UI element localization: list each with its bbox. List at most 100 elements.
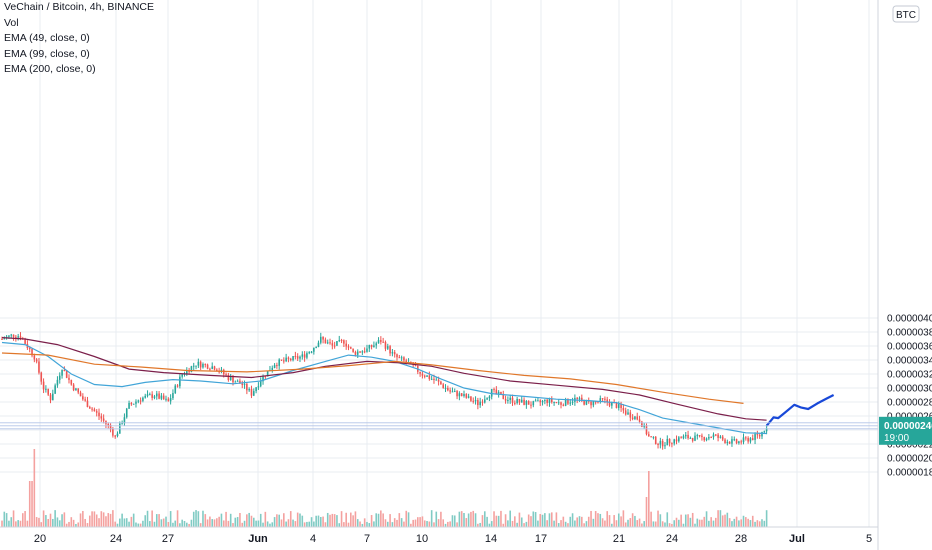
volume-bar	[627, 519, 629, 527]
candle-body	[627, 412, 629, 415]
candle-body	[232, 376, 234, 383]
candle-body	[442, 384, 445, 388]
candle-body	[514, 402, 516, 404]
x-tick-label: Jun	[248, 533, 268, 545]
volume-bar	[227, 520, 230, 527]
candle-body	[86, 400, 89, 407]
volume-bar	[608, 515, 611, 527]
volume-bar	[202, 510, 204, 527]
volume-bar	[571, 513, 574, 527]
symbol-title[interactable]: VeChain / Bitcoin, 4h, BINANCE	[4, 1, 154, 13]
volume-bar	[315, 515, 317, 527]
candle-body	[384, 341, 387, 349]
time-axis[interactable]: 20 24 27 Jun 4 7 10 14 17 21 24 28 Jul 5	[34, 533, 872, 545]
volume-bar	[123, 518, 126, 527]
candle-body	[313, 347, 315, 352]
candle-body	[98, 412, 100, 417]
candle-body	[654, 436, 657, 444]
volume-bar	[375, 513, 378, 527]
candle-body	[751, 438, 754, 440]
volume-bar	[474, 513, 477, 527]
volume-bar	[650, 511, 652, 527]
volume-bar	[728, 518, 731, 527]
currency-badge[interactable]: BTC	[892, 5, 920, 23]
candle-body	[338, 340, 341, 342]
candle-body	[158, 393, 160, 399]
volume-bar	[280, 519, 283, 527]
volume-bar	[544, 513, 546, 527]
last-price-lines	[0, 422, 878, 430]
candle-body	[146, 394, 149, 396]
volume-bar	[176, 510, 179, 527]
candle-body	[684, 434, 687, 437]
volume-bar	[643, 521, 645, 527]
volume-bar	[502, 523, 505, 527]
volume-bar	[158, 514, 160, 527]
candle-body	[259, 381, 262, 387]
candle-body	[262, 376, 264, 382]
volume-bar	[308, 521, 311, 527]
candle-body	[453, 391, 456, 393]
candle-body	[516, 398, 518, 404]
x-tick-label: 21	[613, 533, 625, 545]
candle-body	[167, 398, 170, 402]
volume-bar	[733, 518, 736, 527]
volume-bar	[317, 515, 320, 527]
volume-bar	[604, 520, 606, 527]
candle-body	[324, 339, 327, 344]
volume-bar	[555, 512, 558, 527]
candle-body	[162, 395, 165, 400]
volume-bar	[243, 520, 246, 527]
volume-bar	[576, 517, 578, 527]
volume-bar	[481, 515, 484, 527]
candle-body	[460, 393, 463, 397]
volume-bar	[167, 522, 170, 527]
candle-body	[38, 361, 40, 373]
candle-body	[65, 370, 68, 378]
candle-body	[252, 391, 255, 396]
candle-body	[172, 392, 174, 399]
candle-body	[758, 435, 761, 437]
candle-body	[306, 353, 308, 358]
indicator-vol[interactable]: Vol	[4, 16, 19, 29]
candle-body	[58, 375, 61, 380]
volume-bar	[186, 522, 188, 527]
volume-bar	[726, 512, 729, 527]
volume-bar	[377, 513, 380, 527]
volume-bar	[137, 523, 140, 527]
volume-bar	[172, 522, 174, 527]
indicator-ema-200[interactable]: EMA (200, close, 0)	[4, 63, 96, 75]
candle-body	[608, 402, 611, 406]
price-tag-value: 0.00000246	[884, 421, 932, 432]
candle-body	[548, 398, 551, 403]
volume-bar	[472, 510, 475, 527]
candle-body	[359, 351, 361, 353]
indicator-ema-49[interactable]: EMA (49, close, 0)	[4, 32, 90, 44]
candle-body	[294, 355, 297, 357]
candle-body	[264, 376, 267, 378]
candle-body	[250, 389, 253, 396]
volume-bar	[368, 523, 371, 527]
volume-bar	[749, 520, 752, 527]
candle-body	[356, 351, 359, 355]
volume-bar	[696, 518, 699, 527]
volume-bar	[128, 521, 130, 527]
volume-bar	[629, 518, 632, 527]
candle-body	[694, 435, 696, 441]
candle-body	[527, 401, 530, 405]
volume-bar	[617, 513, 620, 527]
candle-body	[738, 441, 740, 444]
volume-bar	[763, 520, 766, 527]
candle-body	[333, 345, 336, 347]
candle-body	[763, 431, 766, 433]
indicator-ema-99[interactable]: EMA (99, close, 0)	[4, 47, 90, 60]
candle-body	[276, 365, 278, 367]
candle-body	[165, 398, 167, 400]
candle-body	[373, 345, 375, 347]
candle-body	[611, 402, 613, 406]
volume-bar	[225, 511, 227, 527]
